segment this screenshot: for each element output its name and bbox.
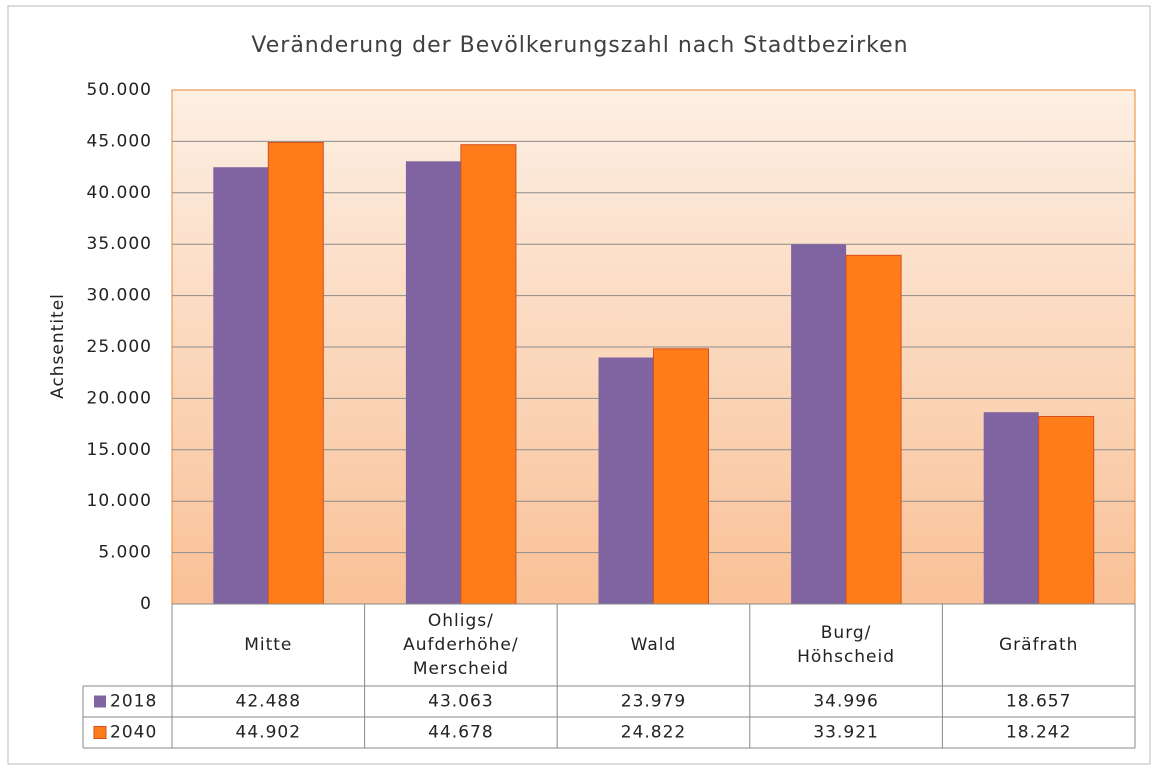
y-tick-label: 30.000 <box>87 286 152 306</box>
y-tick-label: 20.000 <box>87 388 152 408</box>
y-tick-label: 35.000 <box>87 234 152 254</box>
category-label: Mitte <box>244 635 292 655</box>
chart-title: Veränderung der Bevölkerungszahl nach St… <box>251 33 908 58</box>
value-label: 44.902 <box>236 723 301 743</box>
value-label: 18.657 <box>1006 692 1071 712</box>
y-tick-label: 50.000 <box>87 80 152 100</box>
bar <box>405 161 461 604</box>
y-axis-label: Achsentitel <box>48 293 68 399</box>
value-label: 23.979 <box>621 692 686 712</box>
category-label: Wald <box>631 635 677 655</box>
y-tick-label: 5.000 <box>98 543 152 563</box>
category-label: Ohligs/ <box>428 611 494 631</box>
value-label: 33.921 <box>813 723 878 743</box>
bar <box>653 348 709 605</box>
bar <box>791 244 847 604</box>
legend-label: 2040 <box>110 723 157 743</box>
y-tick-label: 40.000 <box>87 183 152 203</box>
y-tick-label: 25.000 <box>87 337 152 357</box>
value-label: 42.488 <box>236 692 301 712</box>
legend-key <box>94 695 106 708</box>
value-label: 24.822 <box>621 723 686 743</box>
bar <box>983 412 1039 604</box>
category-label: Burg/ <box>821 623 872 643</box>
bar <box>845 254 902 605</box>
y-tick-label: 45.000 <box>87 131 152 151</box>
bar <box>1038 415 1095 605</box>
category-label: Merscheid <box>413 659 509 679</box>
y-tick-label: 0 <box>140 594 152 614</box>
category-label: Gräfrath <box>999 635 1078 655</box>
value-label: 44.678 <box>428 723 493 743</box>
y-tick-label: 15.000 <box>87 440 152 460</box>
category-label: Höhscheid <box>797 647 895 667</box>
value-label: 18.242 <box>1006 723 1071 743</box>
bar <box>213 167 269 604</box>
bar <box>267 141 324 605</box>
value-label: 34.996 <box>813 692 878 712</box>
bar <box>598 357 654 604</box>
y-tick-label: 10.000 <box>87 491 152 511</box>
legend-label: 2018 <box>110 692 157 712</box>
value-label: 43.063 <box>428 692 493 712</box>
legend-key <box>93 726 107 739</box>
category-label: Aufderhöhe/ <box>403 635 518 655</box>
bar <box>460 144 517 605</box>
